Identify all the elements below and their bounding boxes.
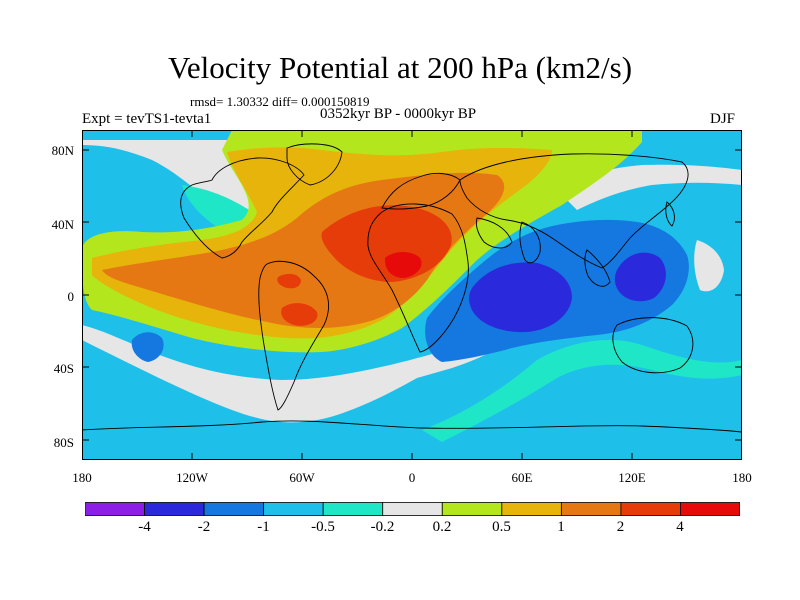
colorbar-label: 0.5 — [492, 519, 511, 535]
neutral-band-pacific — [694, 240, 724, 292]
map-ticks — [82, 130, 742, 460]
stats-label: rmsd= 1.30332 diff= 0.000150819 — [190, 94, 370, 109]
colorbar-label: 1 — [557, 519, 565, 535]
red-orange-nsa — [277, 273, 301, 289]
lat-tick-label: 40N — [51, 217, 74, 232]
coast-south-america — [258, 260, 330, 411]
blue-core-wpac — [614, 252, 666, 302]
coast-greenland — [286, 143, 343, 186]
colorbar-swatch — [203, 502, 265, 516]
colorbar — [85, 502, 740, 516]
colorbar-label: -0.2 — [370, 519, 395, 535]
lon-tick-label: 0 — [408, 470, 416, 485]
coast-se-asia — [584, 249, 611, 287]
colorbar-swatch — [382, 502, 443, 516]
colorbar-swatch — [144, 502, 205, 516]
period-label: 0352kyr BP - 0000kyr BP — [320, 106, 477, 122]
coast-india — [519, 221, 541, 264]
map-panel — [82, 130, 742, 460]
plot-title: Velocity Potential at 200 hPa (km2/s) — [167, 50, 633, 85]
lat-tick-label: 40S — [53, 361, 74, 376]
colorbar-swatch — [560, 502, 622, 516]
coastlines — [82, 143, 742, 433]
lon-tick-label: 180 — [732, 470, 752, 485]
red-core — [384, 252, 422, 278]
teal-band-atlantic — [422, 340, 742, 442]
red-orange-sa — [281, 303, 318, 326]
lon-tick-label: 60E — [511, 470, 533, 485]
colorbar-swatch — [441, 502, 503, 516]
experiment-label: Expt = tevTS1-tevta1 — [82, 111, 212, 127]
lon-tick-label: 60W — [289, 470, 315, 485]
colorbar-swatch — [620, 502, 681, 516]
lat-tick-label: 80S — [53, 435, 74, 450]
colorbar-swatch — [680, 502, 740, 516]
lon-tick-label: 120W — [176, 470, 208, 485]
lat-tick-label: 0 — [67, 289, 75, 304]
coast-japan — [665, 201, 675, 227]
season-label: DJF — [710, 111, 736, 127]
coast-australia — [612, 317, 694, 374]
contour-field — [82, 130, 742, 460]
colorbar-swatch — [263, 502, 324, 516]
coast-asia — [459, 153, 689, 269]
mid-blue-ring — [580, 225, 611, 256]
neutral-band-south — [82, 325, 512, 423]
blue-core-indian — [469, 262, 572, 333]
coast-africa — [367, 203, 469, 353]
colorbar-swatch — [322, 502, 384, 516]
lat-tick-label: 80N — [51, 143, 74, 158]
lon-tick-label: 180 — [72, 470, 92, 485]
coast-arabia — [475, 217, 513, 249]
mid-blue-spac — [131, 332, 164, 362]
lon-tick-label: 120E — [618, 470, 646, 485]
colorbar-label: -4 — [138, 519, 151, 535]
colorbar-label: -0.5 — [311, 519, 335, 535]
colorbar-label: 2 — [616, 519, 625, 535]
colorbar-label: 4 — [676, 519, 684, 535]
colorbar-swatch — [85, 502, 145, 516]
colorbar-label: -1 — [257, 519, 270, 535]
coast-north-america — [180, 157, 305, 259]
colorbar-label: 0.2 — [432, 519, 452, 535]
coast-antarctica — [82, 420, 742, 433]
colorbar-swatch — [501, 502, 562, 516]
colorbar-label: -2 — [197, 519, 211, 535]
